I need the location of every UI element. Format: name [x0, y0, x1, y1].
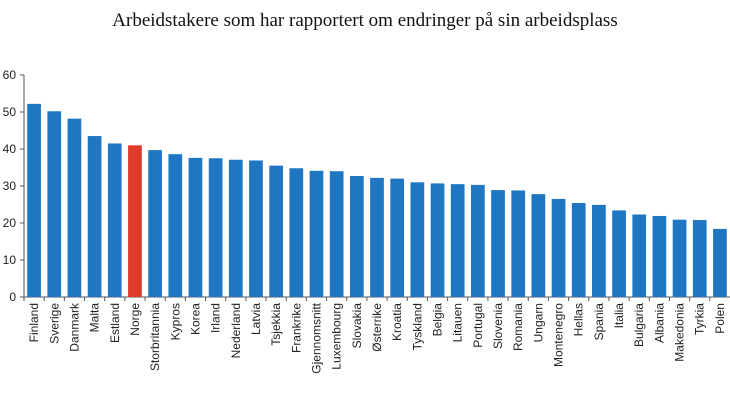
bar — [632, 214, 647, 297]
x-category-label: Belgia — [431, 303, 445, 337]
bar — [208, 158, 223, 297]
bar — [67, 118, 82, 297]
x-category-label: Slovenia — [491, 303, 505, 349]
bar — [430, 183, 445, 297]
bar — [470, 184, 485, 297]
x-category-label: Albania — [652, 303, 666, 343]
bar — [249, 160, 263, 297]
x-category-label: Korea — [188, 303, 202, 335]
x-category-label: Storbritannia — [148, 303, 162, 371]
bar — [390, 178, 405, 297]
x-category-label: Slovakia — [350, 303, 364, 349]
x-category-label: Spania — [592, 303, 606, 341]
y-tick-label: 10 — [3, 253, 17, 267]
y-axis-ticks: 0 10 20 30 40 50 60 — [3, 68, 24, 304]
bar — [450, 184, 465, 297]
bar — [188, 157, 203, 297]
y-tick-label: 0 — [9, 290, 16, 304]
bar — [571, 203, 586, 297]
bar — [370, 177, 384, 297]
bar — [47, 111, 62, 297]
bar — [107, 143, 122, 297]
bar — [27, 103, 41, 297]
bar — [713, 228, 727, 297]
x-category-label: Malta — [88, 303, 102, 333]
x-category-label: Gjennomsnitt — [309, 302, 323, 373]
x-category-label: Latvia — [249, 303, 263, 335]
bar — [128, 145, 142, 297]
x-category-label: Bulgaria — [632, 303, 646, 347]
bar — [228, 159, 243, 297]
chart-title: Arbeidstakere som har rapportert om endr… — [112, 10, 618, 31]
bar — [349, 176, 364, 297]
x-category-label: Makedonia — [673, 303, 687, 362]
x-category-label: Kroatia — [390, 303, 404, 341]
x-category-label: Litauen — [451, 303, 465, 342]
bar — [652, 215, 667, 297]
x-category-label: Tsjekkia — [269, 303, 283, 346]
bar — [592, 204, 606, 297]
x-category-label: Hellas — [572, 303, 586, 336]
x-category-label: Portugal — [471, 303, 485, 348]
bar — [531, 194, 546, 297]
x-category-label: Finland — [27, 303, 41, 342]
y-tick-label: 30 — [3, 179, 17, 193]
bar — [692, 220, 707, 297]
y-tick-label: 40 — [3, 142, 17, 156]
x-category-label: Norge — [128, 303, 142, 336]
bar — [672, 219, 687, 297]
x-category-label: Østerrike — [370, 303, 384, 352]
x-category-label: Romania — [511, 303, 525, 351]
y-tick-label: 60 — [3, 68, 17, 82]
bar — [309, 170, 324, 297]
x-category-label: Estland — [108, 303, 122, 343]
x-category-label: Nederland — [229, 303, 243, 358]
x-category-label: Montenegro — [552, 303, 566, 367]
x-category-label: Tyskland — [410, 303, 424, 350]
bar — [511, 190, 526, 297]
x-category-label: Polen — [713, 303, 727, 334]
x-axis-labels: Finland Sverige Danmark Malta Estland Norge St… — [23, 297, 727, 374]
bar — [551, 198, 566, 297]
x-category-label: Frankrike — [289, 303, 303, 353]
x-category-label: Kypros — [168, 303, 182, 340]
y-tick-label: 50 — [3, 105, 17, 119]
x-category-label: Sverige — [47, 303, 61, 344]
bar — [329, 171, 344, 297]
x-category-label: Ungarn — [531, 303, 545, 342]
bar — [410, 182, 425, 297]
bar — [491, 190, 505, 297]
bar — [87, 136, 102, 297]
x-category-label: Danmark — [67, 302, 81, 352]
bar — [289, 168, 304, 297]
bar — [612, 210, 626, 297]
x-category-label: Italia — [612, 303, 626, 329]
bars — [27, 103, 727, 297]
x-category-label: Irland — [209, 303, 223, 333]
bar — [148, 150, 162, 297]
bar — [269, 165, 284, 297]
y-tick-label: 20 — [3, 216, 17, 230]
x-category-label: Luxembourg — [330, 303, 344, 370]
bar — [168, 154, 183, 297]
x-category-label: Tyrkia — [693, 303, 707, 335]
